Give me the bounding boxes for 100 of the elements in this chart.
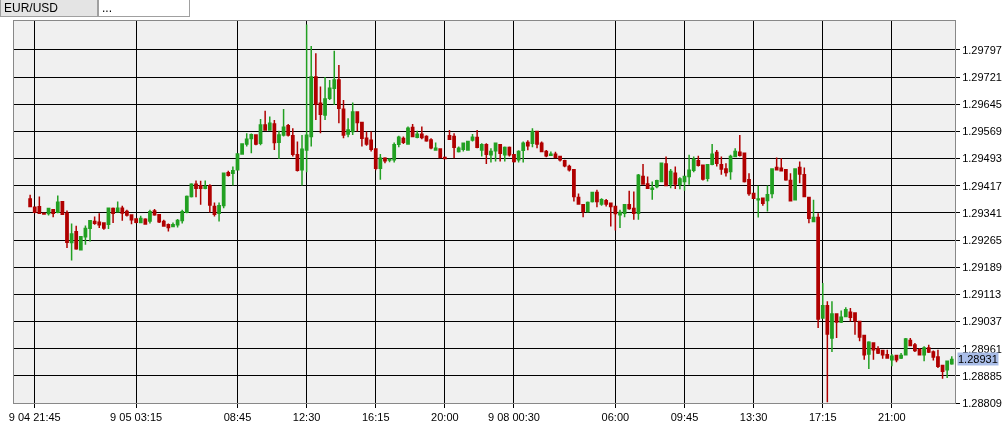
candlestick: [664, 155, 668, 187]
candlestick: [332, 49, 337, 106]
candlestick: [811, 198, 816, 223]
candlestick: [871, 341, 876, 361]
candlestick: [673, 165, 678, 190]
x-tick-label: 16:15: [361, 411, 390, 424]
candlestick: [834, 313, 839, 339]
candlestick: [922, 345, 926, 362]
candlestick: [498, 143, 503, 163]
candlestick: [148, 208, 152, 225]
candlestick: [69, 222, 74, 262]
candlestick: [866, 340, 871, 370]
candlestick: [650, 180, 655, 201]
candlestick: [760, 197, 765, 207]
candlestick: [820, 282, 825, 319]
y-tick-label: 1.29189: [962, 261, 1002, 274]
x-tick-label: 08:45: [223, 411, 252, 424]
candlestick: [249, 132, 254, 154]
candlestick: [171, 221, 175, 228]
candlestick: [134, 217, 138, 225]
y-tick-label: 1.28885: [962, 369, 1002, 382]
y-tick-label: 1.29645: [962, 98, 1002, 111]
candlestick: [678, 176, 682, 191]
y-tick-label: 1.29037: [962, 315, 1002, 328]
x-tick-label: 20:00: [431, 411, 459, 424]
candlestick: [889, 353, 894, 367]
candlestick: [613, 205, 618, 232]
y-tick-label: 1.28809: [962, 396, 1002, 409]
y-tick-label: 1.29569: [962, 125, 1002, 138]
x-tick-label: 12:30: [292, 411, 321, 424]
candlestick: [433, 141, 438, 152]
candlestick: [231, 165, 235, 187]
candlestick: [502, 145, 507, 163]
candlestick: [558, 154, 562, 163]
candlestick: [74, 225, 79, 251]
candlestick: [839, 309, 844, 324]
candlestick: [456, 145, 461, 154]
candlestick: [111, 206, 115, 224]
y-tick-label: 1.28961: [962, 342, 1002, 355]
candlestick: [885, 349, 890, 360]
candlestick: [479, 142, 484, 158]
candlestick: [254, 134, 258, 147]
x-tick-label: 06:00: [601, 411, 630, 424]
candlestick: [83, 224, 88, 246]
candlestick: [383, 157, 387, 164]
candlestick: [880, 349, 885, 360]
y-tick-label: 1.29493: [962, 152, 1002, 165]
candlestick: [548, 150, 553, 157]
candlestick: [825, 300, 830, 403]
x-tick-label: 13:30: [739, 411, 768, 424]
x-tick-label: 9 04 21:45: [8, 411, 61, 424]
candlestick: [267, 115, 272, 132]
candlestick: [198, 179, 203, 206]
y-tick-label: 1.29265: [962, 233, 1002, 246]
candlestick: [37, 195, 42, 214]
text: 1.28931: [958, 353, 998, 365]
candlestick: [97, 212, 102, 229]
candlestick: [590, 191, 595, 204]
candlestick: [521, 140, 526, 164]
candlestick: [765, 184, 770, 213]
candlestick: [272, 119, 277, 151]
candlestick: [452, 132, 456, 159]
candlestick: [489, 147, 493, 164]
candlestick: [945, 359, 950, 379]
candlestick: [138, 215, 143, 225]
candlestick: [807, 196, 811, 225]
candlestick: [226, 169, 231, 178]
candlestick: [438, 148, 443, 159]
candlestick: [419, 125, 424, 141]
candlestick: [406, 125, 410, 146]
y-tick-label: 1.29721: [962, 70, 1002, 83]
candlestick: [668, 168, 673, 189]
chart-title: EUR/USD: [0, 0, 98, 17]
candlestick: [207, 183, 212, 214]
y-tick-label: 1.29797: [962, 43, 1002, 56]
x-tick-label: 17:15: [808, 411, 837, 424]
x-tick-label: 09:45: [670, 411, 699, 424]
candlestick: [525, 139, 530, 152]
candlestick: [92, 215, 97, 226]
candlestick: [350, 101, 355, 136]
x-tick-label: 9 08 00:30: [487, 411, 540, 424]
candlestick: [115, 200, 120, 214]
candlestick: [562, 158, 567, 168]
candlestick: [55, 194, 60, 214]
candlestick: [88, 219, 92, 243]
candlestick: [618, 208, 622, 229]
y-tick-label: 1.29113: [962, 288, 1002, 301]
candlestick: [484, 142, 489, 165]
candlestick: [770, 168, 774, 199]
x-tick-label: 21:00: [878, 411, 906, 424]
candlestick: [263, 109, 268, 132]
x-tick-label: 9 05 03:15: [110, 411, 163, 424]
candlestick: [337, 64, 341, 124]
candlestick: [595, 188, 599, 208]
candlestick: [631, 190, 636, 221]
candlestick: [830, 300, 834, 353]
candlestick: [415, 129, 420, 139]
candlestick: [816, 212, 821, 329]
candlestick: [793, 168, 797, 202]
candlestick: [143, 217, 148, 226]
